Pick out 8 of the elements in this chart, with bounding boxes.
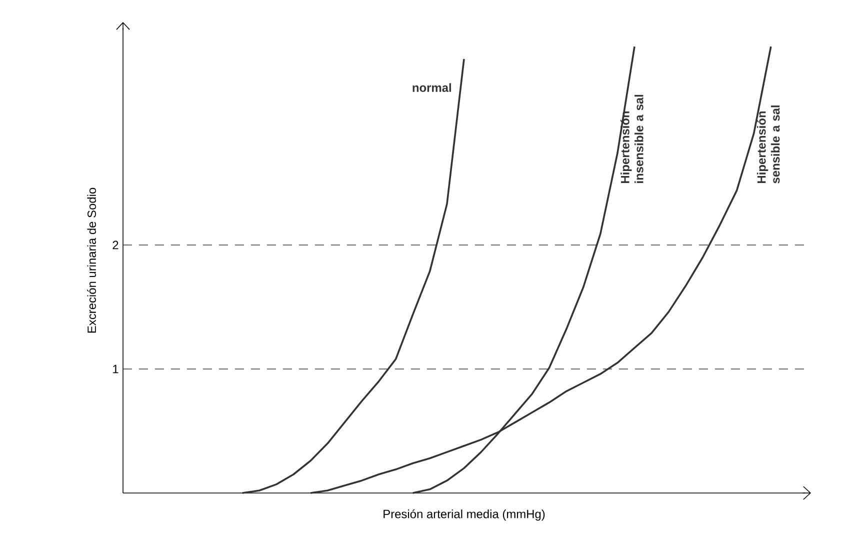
y-tick-label: 1 (113, 364, 118, 374)
y-axis-title: Excreción urinaria de Sodio (87, 188, 96, 333)
line-series (241, 58, 465, 494)
series-label: normal (412, 83, 451, 92)
x-axis-title: Presión arterial media (mmHg) (384, 509, 545, 521)
text: Hipertensión sensible a sal (756, 106, 780, 184)
text: Hipertensión insensible a sal (620, 94, 644, 183)
y-tick-label: 2 (112, 240, 118, 250)
